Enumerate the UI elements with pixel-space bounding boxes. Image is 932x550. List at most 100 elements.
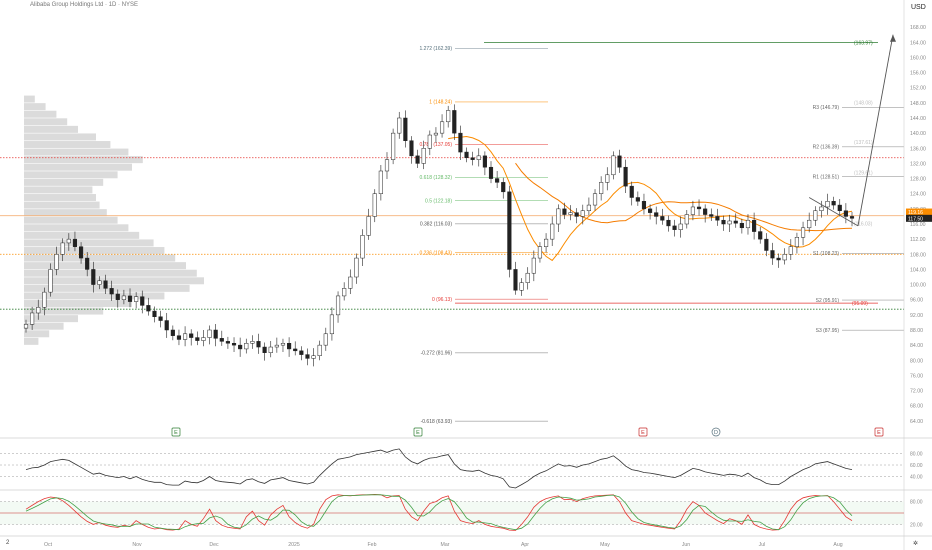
candle-body — [176, 335, 182, 340]
candle-body — [776, 257, 781, 261]
candle-body — [36, 307, 41, 314]
candle-body — [280, 343, 286, 346]
candle — [329, 307, 334, 341]
candle-body — [103, 280, 108, 289]
volume-profile-bar — [24, 95, 35, 103]
volume-profile-bar — [24, 110, 57, 118]
candle — [476, 148, 481, 167]
price-tick-label: 84.00 — [910, 343, 923, 349]
grid — [0, 437, 932, 537]
candle-body — [464, 151, 469, 158]
candle — [360, 229, 365, 267]
candle — [78, 242, 84, 264]
volume-profile-bar — [24, 224, 129, 232]
candle — [446, 105, 451, 128]
candle-body — [427, 134, 432, 149]
candle — [764, 233, 769, 257]
candle — [384, 152, 390, 179]
volume-profile-bar — [24, 231, 140, 239]
candle — [690, 200, 695, 221]
candle-body — [807, 219, 812, 229]
time-tick-label: 2025 — [288, 542, 300, 548]
candle-body — [311, 355, 316, 359]
candle-body — [342, 288, 347, 297]
price-tick-label: 124.00 — [910, 192, 926, 198]
candle — [238, 337, 243, 357]
candle — [635, 191, 640, 206]
volume-profile-bar — [24, 194, 96, 201]
time-axis[interactable]: Oct Nov Dec 2025 Feb Mar Apr May Jun Jul Aug — [44, 542, 843, 548]
candle-body — [329, 314, 334, 335]
price-tick-label: 92.00 — [910, 313, 923, 319]
candle — [611, 151, 616, 180]
candle-body — [843, 210, 848, 217]
candle-body — [476, 155, 481, 160]
time-tick-label: Oct — [44, 542, 53, 548]
settings-icon[interactable]: ✲ — [913, 541, 919, 547]
price-tick-label: 108.00 — [910, 252, 926, 258]
candle-body — [170, 329, 175, 336]
candle — [189, 329, 194, 346]
price-tick-label: 76.00 — [910, 373, 923, 379]
candle-body — [366, 216, 371, 236]
last-price-text: 117.50 — [908, 216, 923, 222]
candle — [299, 346, 304, 361]
event-marker-label: E — [877, 430, 881, 436]
price-tick-label: 136.00 — [910, 146, 926, 152]
currency-label[interactable]: USD — [911, 4, 926, 11]
timezone-badge[interactable]: 2 — [6, 540, 10, 546]
candle-body — [666, 219, 671, 227]
candle — [568, 205, 573, 221]
candle-body — [641, 201, 647, 210]
candle-body — [231, 343, 237, 346]
candle-body — [727, 220, 732, 225]
rsi-tick-label: 80.00 — [910, 452, 923, 458]
candle-body — [525, 272, 530, 283]
candle — [739, 218, 744, 234]
candle-body — [495, 178, 500, 183]
candle-body — [556, 208, 561, 225]
candle — [23, 319, 29, 333]
candle — [85, 252, 90, 277]
candle — [629, 181, 634, 206]
candle-body — [305, 354, 310, 359]
volume-profile-bar — [24, 209, 107, 217]
candle-body — [678, 223, 683, 230]
candle-body — [85, 257, 90, 270]
candle-body — [819, 206, 824, 211]
pivot-ghost-label: (116.03) — [854, 222, 873, 228]
candle-body — [568, 212, 573, 215]
candle — [684, 209, 689, 229]
candle-body — [488, 166, 494, 179]
price-axis[interactable]: 64.00 68.00 72.00 76.00 80.00 84.00 88.00 92.00… — [903, 0, 932, 550]
candle — [519, 278, 524, 296]
candle-body — [121, 295, 126, 300]
candle — [586, 197, 591, 216]
event-marker: E — [874, 427, 884, 437]
candle-body — [684, 214, 689, 225]
candle-body — [140, 296, 145, 306]
fib-label: 0.5 (122.18) — [425, 198, 452, 204]
candle — [513, 261, 518, 295]
candle-body — [146, 305, 151, 312]
candle-body — [439, 121, 445, 134]
volume-profile-bar — [24, 292, 165, 300]
candle — [544, 233, 549, 253]
candle-body — [78, 246, 84, 259]
candle — [831, 196, 836, 210]
price-tick-label: 72.00 — [910, 389, 923, 395]
candle-body — [415, 155, 420, 164]
candle-body — [158, 316, 163, 321]
horizontal-levels — [0, 157, 904, 310]
candle-body — [507, 191, 512, 270]
candle — [660, 208, 665, 225]
candle — [121, 289, 126, 305]
candle — [470, 151, 475, 166]
candle — [201, 330, 206, 347]
time-tick-label: Aug — [833, 542, 842, 548]
candle-body — [225, 341, 230, 344]
candle-body — [800, 227, 806, 238]
candle-body — [782, 254, 787, 261]
